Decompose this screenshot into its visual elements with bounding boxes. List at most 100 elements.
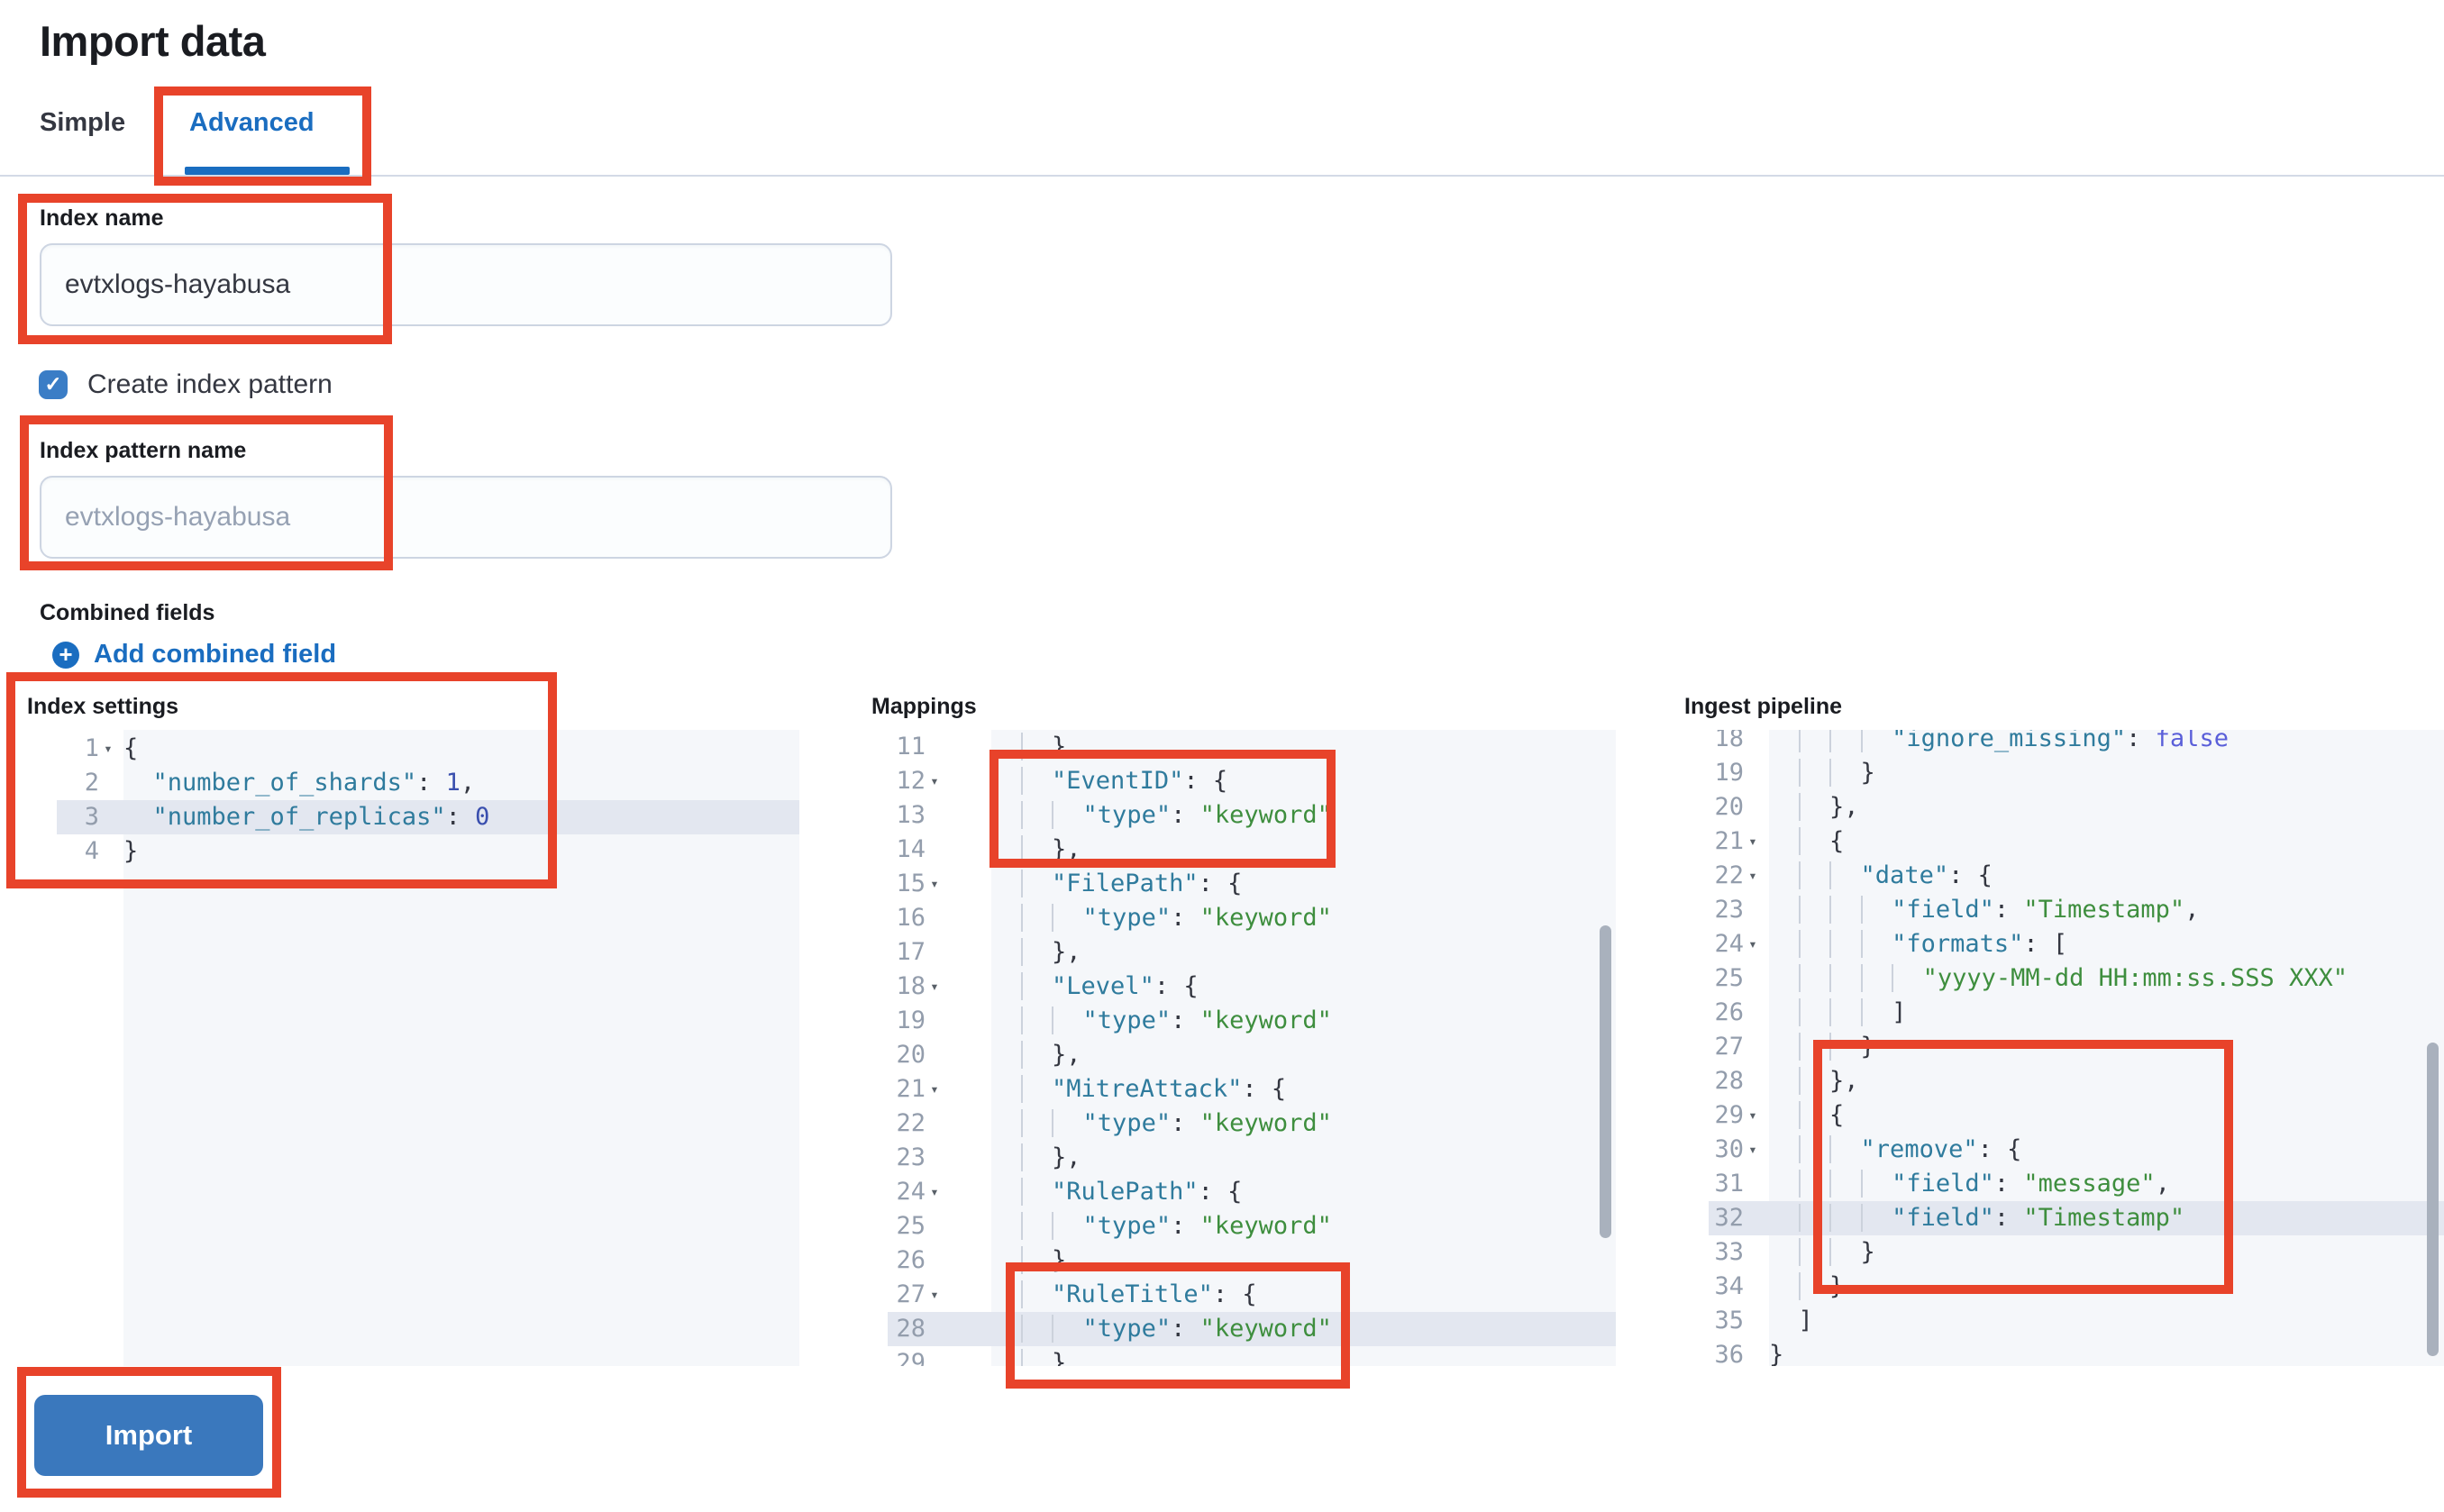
code-text: "number_of_replicas": 0 [152, 803, 490, 831]
add-combined-field-link[interactable]: + Add combined field [52, 640, 336, 669]
code-text: "type": "keyword" [991, 798, 1332, 833]
code-line: 12 ▾ "EventID": { [888, 764, 1616, 798]
fold-arrow-placeholder [1744, 1064, 1762, 1098]
code-text: }, [991, 1346, 1081, 1366]
code-line: 2 "number_of_shards": 1, [57, 766, 799, 800]
line-number: 12 [896, 767, 926, 795]
fold-arrow-icon[interactable]: ▾ [930, 875, 939, 892]
index-settings-label: Index settings [27, 694, 179, 719]
code-text: } [1769, 1270, 1844, 1304]
code-line: 19 "type": "keyword" [888, 1004, 1616, 1038]
fold-arrow-icon[interactable]: ▾ [1748, 867, 1757, 884]
code-text: }, [991, 833, 1081, 867]
tab-advanced[interactable]: Advanced [189, 108, 315, 137]
line-number: 20 [896, 1041, 926, 1069]
line-number: 24 [1714, 930, 1744, 958]
page-title: Import data [40, 17, 266, 65]
line-number: 23 [1714, 896, 1744, 924]
code-text: "field": "Timestamp" [1769, 1201, 2184, 1235]
create-index-pattern-row[interactable]: ✓ Create index pattern [39, 369, 333, 400]
fold-arrow-icon[interactable]: ▾ [930, 1080, 939, 1098]
code-text: "FilePath": { [991, 867, 1242, 901]
code-line: 32 "field": "Timestamp" [1709, 1201, 2444, 1235]
code-line: 31 "field": "message", [1709, 1167, 2444, 1201]
create-index-pattern-label: Create index pattern [87, 369, 333, 399]
fold-arrow-placeholder [1744, 1338, 1762, 1366]
fold-arrow-placeholder [926, 901, 944, 935]
fold-arrow-icon[interactable]: ▾ [930, 772, 939, 789]
fold-arrow-placeholder [926, 1004, 944, 1038]
code-text: "RulePath": { [991, 1175, 1242, 1209]
line-number: 35 [1714, 1307, 1744, 1334]
line-number: 32 [1714, 1204, 1744, 1232]
ingest-pipeline-scrollbar-thumb[interactable] [2427, 1043, 2439, 1356]
editor-rows: 18 "ignore_missing": false 19 } 20 }, 21 ▾ {… [1709, 730, 2444, 1366]
combined-fields-label: Combined fields [40, 600, 215, 625]
code-text: "EventID": { [991, 764, 1227, 798]
line-number: 18 [896, 972, 926, 1000]
line-number: 14 [896, 835, 926, 863]
ingest-pipeline-editor[interactable]: 18 "ignore_missing": false 19 } 20 }, 21 ▾ {… [1709, 730, 2444, 1366]
line-number: 20 [1714, 793, 1744, 821]
line-number: 25 [896, 1212, 926, 1240]
code-text: } [1769, 1341, 1784, 1366]
line-number: 26 [896, 1246, 926, 1274]
code-text: { [1769, 824, 1844, 859]
fold-arrow-icon[interactable]: ▾ [930, 978, 939, 995]
fold-arrow-icon[interactable]: ▾ [1748, 833, 1757, 850]
fold-arrow-placeholder [926, 833, 944, 867]
fold-arrow-placeholder [926, 1346, 944, 1366]
code-line: 24 ▾ "RulePath": { [888, 1175, 1616, 1209]
line-number: 2 [84, 769, 99, 797]
code-line: 28 }, [1709, 1064, 2444, 1098]
code-text: ] [1769, 996, 1906, 1030]
line-number: 3 [84, 803, 99, 831]
fold-arrow-placeholder [1744, 1030, 1762, 1064]
code-line: 36} [1709, 1338, 2444, 1366]
code-line: 17 }, [888, 935, 1616, 970]
line-number: 22 [1714, 861, 1744, 889]
code-text: "number_of_shards": 1, [152, 769, 476, 797]
import-button[interactable]: Import [34, 1395, 263, 1476]
fold-arrow-placeholder [926, 1107, 944, 1141]
code-text: "date": { [1769, 859, 1993, 893]
fold-arrow-icon[interactable]: ▾ [930, 1286, 939, 1303]
index-name-input[interactable] [40, 243, 892, 326]
checkmark-icon: ✓ [44, 371, 62, 396]
line-number: 34 [1714, 1272, 1744, 1300]
code-line: 20 }, [1709, 790, 2444, 824]
fold-arrow-placeholder [1744, 1201, 1762, 1235]
fold-arrow-placeholder [1744, 1270, 1762, 1304]
fold-arrow-icon[interactable]: ▾ [1748, 1107, 1757, 1124]
code-text: }, [991, 730, 1081, 764]
mappings-editor[interactable]: 11 }, 12 ▾ "EventID": {13 "type": "keyword… [888, 730, 1616, 1366]
code-line: 11 }, [888, 730, 1616, 764]
code-text: "field": "message", [1769, 1167, 2170, 1201]
tab-simple[interactable]: Simple [40, 108, 126, 137]
code-line: 26 ] [1709, 996, 2444, 1030]
mappings-label: Mappings [871, 694, 977, 719]
index-pattern-name-input[interactable] [40, 476, 892, 559]
code-line: 15 ▾ "FilePath": { [888, 867, 1616, 901]
fold-arrow-icon[interactable]: ▾ [930, 1183, 939, 1200]
create-index-pattern-checkbox[interactable]: ✓ [39, 370, 68, 399]
line-number: 13 [896, 801, 926, 829]
code-text: }, [991, 1141, 1081, 1175]
code-text: "formats": [ [1769, 927, 2067, 961]
fold-arrow-placeholder [926, 730, 944, 764]
fold-arrow-placeholder [926, 798, 944, 833]
line-number: 22 [896, 1109, 926, 1137]
mappings-scrollbar-thumb[interactable] [1600, 925, 1611, 1238]
fold-arrow-icon[interactable]: ▾ [104, 740, 113, 757]
line-number: 17 [896, 938, 926, 966]
fold-arrow-icon[interactable]: ▾ [1748, 935, 1757, 952]
code-line: 30 ▾ "remove": { [1709, 1133, 2444, 1167]
fold-arrow-icon[interactable]: ▾ [1748, 1141, 1757, 1158]
line-number: 28 [1714, 1067, 1744, 1095]
code-line: 18 ▾ "Level": { [888, 970, 1616, 1004]
code-line: 25 "yyyy-MM-dd HH:mm:ss.SSS XXX" [1709, 961, 2444, 996]
index-pattern-name-label: Index pattern name [40, 438, 247, 463]
code-text: "RuleTitle": { [991, 1278, 1257, 1312]
index-settings-editor[interactable]: 1 ▾{2 "number_of_shards": 1, 3 "number_of_… [57, 730, 799, 1366]
line-number: 1 [84, 734, 99, 762]
